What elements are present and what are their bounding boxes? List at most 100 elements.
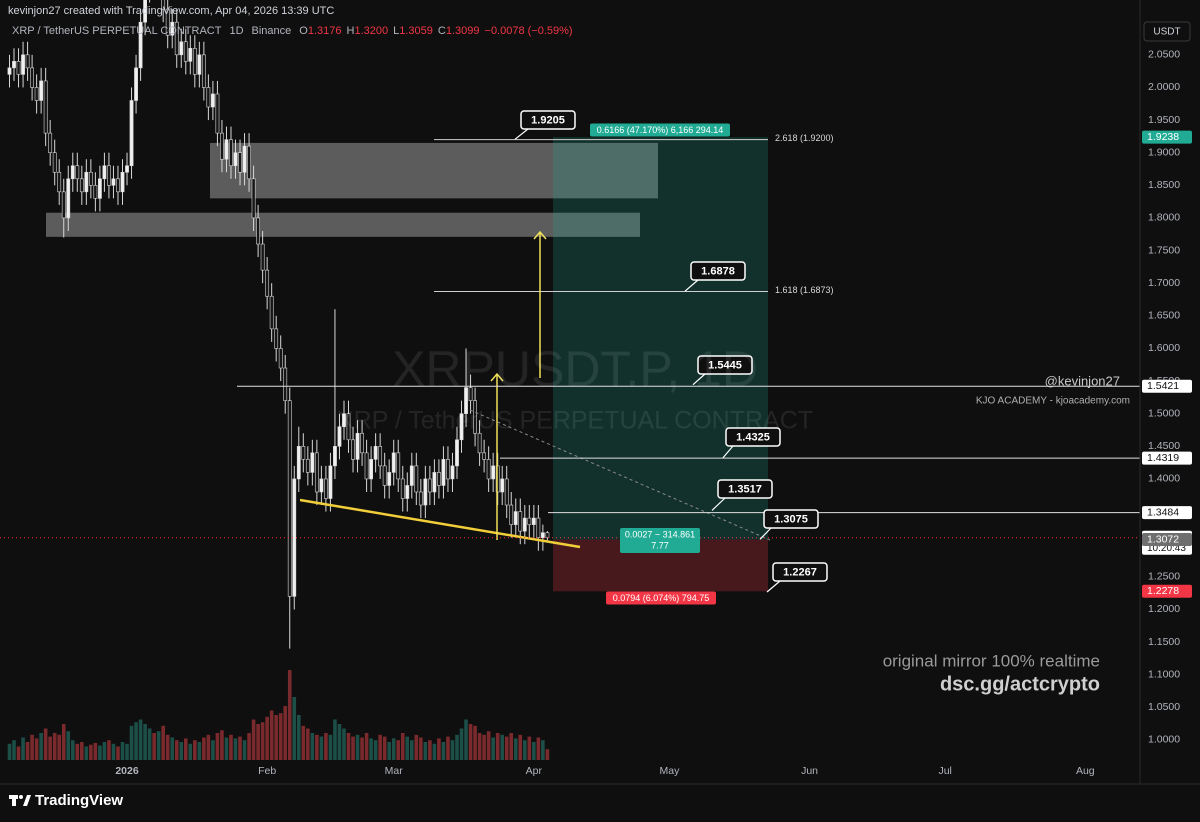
currency[interactable]: USDT xyxy=(1153,27,1180,38)
volume-bar xyxy=(12,740,16,760)
volume-bar xyxy=(16,746,21,760)
volume-bar xyxy=(75,743,80,760)
candle-body xyxy=(337,426,342,447)
x-tick-label: Mar xyxy=(385,765,404,777)
position-label-box xyxy=(620,528,700,553)
volume-bar xyxy=(351,736,355,760)
y-tick-label: 1.2500 xyxy=(1148,571,1180,583)
watermark-name: XRP / TetherUS PERPETUAL CONTRACT xyxy=(337,407,813,435)
candle-body xyxy=(229,139,233,167)
promo-link: dsc.gg/actcrypto xyxy=(940,673,1100,695)
candle-body xyxy=(143,0,147,23)
volume-bar xyxy=(536,737,541,760)
volume-bar xyxy=(428,740,432,760)
volume-bar xyxy=(125,743,129,760)
candle-body xyxy=(459,413,464,441)
candle-body xyxy=(418,491,423,506)
x-tick-label: 2026 xyxy=(115,765,139,777)
candle-body xyxy=(111,178,116,186)
callout-box xyxy=(725,427,781,447)
volume-bar xyxy=(211,740,215,760)
candle-body xyxy=(102,165,107,180)
volume-bar xyxy=(405,736,410,760)
price-marker xyxy=(1142,379,1192,393)
volume-bar xyxy=(170,737,175,760)
position-label: 0.0794 (6.074%) 794.75 xyxy=(613,593,710,603)
y-tick-label: 1.7500 xyxy=(1148,244,1180,256)
candle-body xyxy=(364,452,369,480)
candle-body xyxy=(192,47,197,75)
callout-label: 1.4325 xyxy=(736,431,770,443)
volume-bar xyxy=(98,745,102,760)
candle-body xyxy=(97,178,102,199)
ohlc-value: 1.3099 xyxy=(446,25,480,37)
callout-tail xyxy=(766,580,781,593)
callout-box xyxy=(717,479,773,499)
candle-body xyxy=(260,243,265,271)
projection xyxy=(469,409,771,541)
candle-body xyxy=(427,478,432,493)
candle-body xyxy=(305,459,310,473)
price-pane: 2.618 (1.9200) 1.618 (1.6873) 0.6166 (47.1… xyxy=(0,0,1140,760)
volume-bar xyxy=(111,743,116,760)
callout-box xyxy=(690,261,746,281)
callout-tail xyxy=(711,497,726,511)
price-marker xyxy=(1142,506,1192,520)
callout-tail xyxy=(514,128,529,140)
candle-body xyxy=(405,485,410,499)
candle-body xyxy=(75,165,80,180)
volume-bar xyxy=(541,740,545,760)
volume-bar xyxy=(179,742,184,760)
volume-bar xyxy=(84,746,89,760)
volume-bar xyxy=(455,734,459,760)
volume-bar xyxy=(274,715,278,760)
candle-body xyxy=(256,217,261,245)
candle-body xyxy=(540,532,545,538)
volume-bar xyxy=(102,742,107,760)
candle-body xyxy=(464,387,468,414)
volume-bar xyxy=(80,742,84,760)
volume-bar xyxy=(473,725,477,760)
candle-body xyxy=(30,67,34,88)
candle-body xyxy=(450,465,455,480)
candle-body xyxy=(391,452,396,473)
volume-bar xyxy=(269,710,274,760)
volume-bar xyxy=(247,733,251,760)
candle-body xyxy=(161,0,166,10)
volume-bar xyxy=(152,733,156,760)
volume-bar xyxy=(52,733,57,760)
callout-label: 1.2267 xyxy=(783,566,817,578)
candle-body xyxy=(437,472,441,486)
y-tick-label: 1.1500 xyxy=(1148,636,1180,648)
candle-body xyxy=(500,478,505,493)
volume-bar xyxy=(378,734,382,760)
candle-body xyxy=(527,517,532,525)
candle-body xyxy=(504,478,509,506)
zone xyxy=(210,142,658,199)
candle-body xyxy=(536,517,541,538)
volume-bar xyxy=(504,736,509,760)
volume-bar xyxy=(93,742,98,760)
candle-body xyxy=(283,367,288,401)
ohlc-value: 1.3059 xyxy=(399,25,433,37)
position-label: 7.77 xyxy=(651,540,669,550)
volume-bar xyxy=(43,728,48,760)
candle-body xyxy=(473,400,477,434)
y-tick-label: 1.1000 xyxy=(1148,668,1180,680)
callout-box xyxy=(772,562,828,582)
candle-body xyxy=(355,432,360,460)
volume-bar xyxy=(527,736,532,760)
ohlc-value: 1.3200 xyxy=(354,25,388,37)
ohlc-key: O xyxy=(299,25,308,37)
currency-box[interactable] xyxy=(1143,21,1191,42)
price-marker-label: 1.5421 xyxy=(1147,380,1179,392)
volume-bar xyxy=(57,734,62,760)
candle-body xyxy=(57,171,62,193)
volume-bar xyxy=(373,740,378,760)
candle-body xyxy=(242,145,247,173)
y-tick-label: 1.6500 xyxy=(1148,310,1180,322)
candle-body xyxy=(197,54,202,75)
candle-body xyxy=(48,132,53,153)
volume-bar xyxy=(491,737,495,760)
